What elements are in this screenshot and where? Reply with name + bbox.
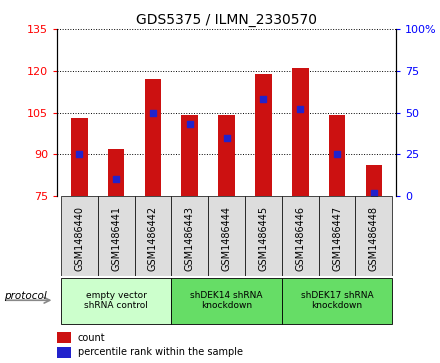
Bar [282,196,319,276]
Text: shDEK17 shRNA
knockdown: shDEK17 shRNA knockdown [301,290,374,310]
Point [334,151,341,157]
Bar [108,149,125,196]
Point [150,110,157,115]
Text: count: count [77,333,105,343]
Bar [171,196,208,276]
Bar [218,115,235,196]
Point [370,190,378,196]
Bar [181,115,198,196]
Bar [98,196,135,276]
Text: percentile rank within the sample: percentile rank within the sample [77,347,242,357]
Text: GSM1486443: GSM1486443 [185,205,195,270]
Bar [329,115,345,196]
Bar [57,347,71,358]
Text: GSM1486442: GSM1486442 [148,205,158,271]
Bar [135,196,171,276]
Bar [71,118,88,196]
Text: protocol: protocol [4,291,47,301]
Bar [61,278,171,324]
Bar [255,74,272,196]
Text: GSM1486441: GSM1486441 [111,205,121,270]
Point [113,176,120,182]
Text: GSM1486445: GSM1486445 [258,205,268,271]
Point [76,151,83,157]
Bar [282,278,392,324]
Title: GDS5375 / ILMN_2330570: GDS5375 / ILMN_2330570 [136,13,317,26]
Point [186,121,193,127]
Bar [356,196,392,276]
Text: GSM1486448: GSM1486448 [369,205,379,270]
Text: shDEK14 shRNA
knockdown: shDEK14 shRNA knockdown [191,290,263,310]
Text: GSM1486444: GSM1486444 [222,205,231,270]
Point [297,106,304,112]
Bar [292,68,308,196]
Text: GSM1486446: GSM1486446 [295,205,305,270]
Point [223,135,230,140]
Text: GSM1486440: GSM1486440 [74,205,84,270]
Bar [208,196,245,276]
Bar [245,196,282,276]
Bar [171,278,282,324]
Point [260,96,267,102]
Text: empty vector
shRNA control: empty vector shRNA control [84,290,148,310]
Bar [319,196,356,276]
Text: GSM1486447: GSM1486447 [332,205,342,271]
Bar [61,196,98,276]
Bar [145,79,161,196]
Bar [57,332,71,343]
Bar [366,166,382,196]
